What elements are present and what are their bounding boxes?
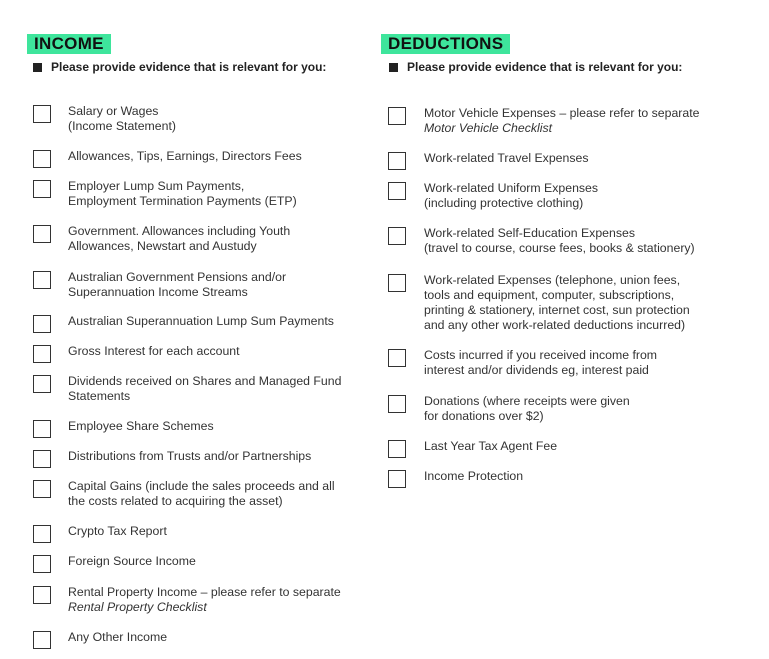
item-text: (including protective clothing): [424, 196, 584, 210]
item-text: Work-related Travel Expenses: [424, 151, 589, 165]
item-text: Rental Property Income – please refer to…: [68, 585, 341, 599]
item-text: for donations over $2): [424, 409, 544, 423]
checkbox[interactable]: [388, 107, 406, 125]
item-text: Distributions from Trusts and/or Partner…: [68, 449, 312, 463]
checkbox[interactable]: [388, 152, 406, 170]
item-text: Allowances, Newstart and Austudy: [68, 239, 257, 253]
checkbox[interactable]: [33, 555, 51, 573]
checkbox[interactable]: [388, 349, 406, 367]
checkbox[interactable]: [33, 150, 51, 168]
checkbox[interactable]: [388, 274, 406, 292]
checkbox[interactable]: [33, 525, 51, 543]
checkbox[interactable]: [388, 227, 406, 245]
item-text: Motor Vehicle Expenses – please refer to…: [424, 106, 700, 120]
item-text: Income Protection: [424, 469, 524, 483]
item-text: Crypto Tax Report: [68, 524, 167, 538]
checkbox[interactable]: [33, 631, 51, 649]
item-text: interest and/or dividends eg, interest p…: [424, 363, 649, 377]
item-text: Any Other Income: [68, 630, 168, 644]
item-text: Donations (where receipts were given: [424, 394, 630, 408]
instruction: Please provide evidence that is relevant…: [389, 60, 682, 75]
item-text: Employment Termination Payments (ETP): [68, 194, 297, 208]
item-reference: Rental Property Checklist: [68, 600, 207, 614]
checkbox[interactable]: [33, 315, 51, 333]
item-text: Australian Government Pensions and/or: [68, 270, 287, 284]
instruction: Please provide evidence that is relevant…: [33, 60, 326, 75]
item-text: Work-related Uniform Expenses: [424, 181, 599, 195]
item-text: the costs related to acquiring the asset…: [68, 494, 283, 508]
checkbox[interactable]: [33, 375, 51, 393]
checkbox[interactable]: [33, 480, 51, 498]
item-text: Employee Share Schemes: [68, 419, 214, 433]
checkbox[interactable]: [33, 271, 51, 289]
item-text: Superannuation Income Streams: [68, 285, 248, 299]
item-text: Gross Interest for each account: [68, 344, 240, 358]
item-text: printing & stationery, internet cost, su…: [424, 303, 690, 317]
item-text: Government. Allowances including Youth: [68, 224, 291, 238]
checkbox[interactable]: [33, 420, 51, 438]
item-reference: Motor Vehicle Checklist: [424, 121, 553, 135]
item-text: Capital Gains (include the sales proceed…: [68, 479, 335, 493]
checkbox[interactable]: [388, 395, 406, 413]
item-text: Allowances, Tips, Earnings, Directors Fe…: [68, 149, 302, 163]
checkbox[interactable]: [33, 225, 51, 243]
item-text: Foreign Source Income: [68, 554, 196, 568]
item-text: Statements: [68, 389, 131, 403]
checkbox[interactable]: [33, 180, 51, 198]
item-text: Salary or Wages: [68, 104, 159, 118]
checkbox[interactable]: [388, 182, 406, 200]
item-text: and any other work-related deductions in…: [424, 318, 686, 332]
checkbox[interactable]: [388, 440, 406, 458]
item-text: Dividends received on Shares and Managed…: [68, 374, 342, 388]
item-text: (Income Statement): [68, 119, 176, 133]
item-text: Last Year Tax Agent Fee: [424, 439, 558, 453]
item-text: Work-related Self-Education Expenses: [424, 226, 635, 240]
checkbox[interactable]: [388, 470, 406, 488]
item-text: Work-related Expenses (telephone, union …: [424, 273, 681, 287]
checkbox[interactable]: [33, 345, 51, 363]
item-text: Australian Superannuation Lump Sum Payme…: [68, 314, 334, 328]
checkbox[interactable]: [33, 450, 51, 468]
item-text: (travel to course, course fees, books & …: [424, 241, 695, 255]
section-title: INCOME: [27, 34, 111, 54]
item-text: Costs incurred if you received income fr…: [424, 348, 658, 362]
checkbox[interactable]: [33, 586, 51, 604]
checkbox[interactable]: [33, 105, 51, 123]
section-title: DEDUCTIONS: [381, 34, 511, 54]
item-text: tools and equipment, computer, subscript…: [424, 288, 675, 302]
item-text: Employer Lump Sum Payments,: [68, 179, 245, 193]
